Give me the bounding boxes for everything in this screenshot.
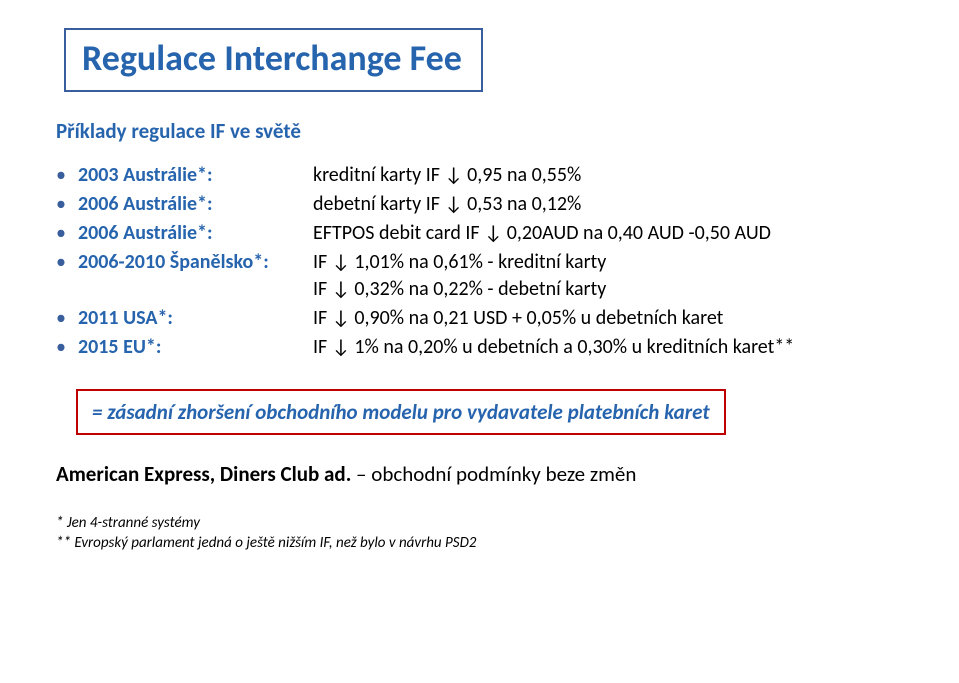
item-value: kreditní karty IF ↓ 0,95 na 0,55% bbox=[313, 162, 903, 189]
list-item: 2006 Austrálie*: EFTPOS debit card IF ↓ … bbox=[56, 220, 903, 247]
title-box: Regulace Interchange Fee bbox=[64, 28, 483, 92]
list-item: 2003 Austrálie*: kreditní karty IF ↓ 0,9… bbox=[56, 162, 903, 189]
item-label: 2006 Austrálie*: bbox=[78, 220, 313, 247]
item-value-line1: IF ↓ 1,01% na 0,61% - kreditní karty bbox=[313, 250, 606, 274]
list-item: 2006 Austrálie*: debetní karty IF ↓ 0,53… bbox=[56, 191, 903, 218]
item-value: IF ↓ 0,90% na 0,21 USD + 0,05% u debetní… bbox=[313, 305, 903, 332]
page-title: Regulace Interchange Fee bbox=[82, 36, 462, 80]
item-label: 2006-2010 Španělsko*: bbox=[78, 249, 313, 303]
subline: American Express, Diners Club ad. – obch… bbox=[56, 461, 903, 487]
slide-page: Regulace Interchange Fee Příklady regula… bbox=[0, 0, 959, 683]
item-label: 2006 Austrálie*: bbox=[78, 191, 313, 218]
item-label: 2011 USA*: bbox=[78, 305, 313, 332]
list-item: 2011 USA*: IF ↓ 0,90% na 0,21 USD + 0,05… bbox=[56, 305, 903, 332]
footnote-2: ** Evropský parlament jedná o ještě nižš… bbox=[56, 533, 903, 553]
callout-box: = zásadní zhoršení obchodního modelu pro… bbox=[76, 389, 726, 435]
item-value: EFTPOS debit card IF ↓ 0,20AUD na 0,40 A… bbox=[313, 220, 903, 247]
callout-text: = zásadní zhoršení obchodního modelu pro… bbox=[92, 399, 710, 425]
section-heading: Příklady regulace IF ve světě bbox=[56, 118, 903, 144]
item-value: IF ↓ 1% na 0,20% u debetních a 0,30% u k… bbox=[313, 334, 903, 361]
item-label: 2015 EU*: bbox=[78, 334, 313, 361]
list-item: 2015 EU*: IF ↓ 1% na 0,20% u debetních a… bbox=[56, 334, 903, 361]
footnotes: * Jen 4-stranné systémy ** Evropský parl… bbox=[56, 513, 903, 554]
item-value: IF ↓ 1,01% na 0,61% - kreditní karty IF … bbox=[313, 249, 903, 303]
item-value: debetní karty IF ↓ 0,53 na 0,12% bbox=[313, 191, 903, 218]
item-label: 2003 Austrálie*: bbox=[78, 162, 313, 189]
list-item: 2006-2010 Španělsko*: IF ↓ 1,01% na 0,61… bbox=[56, 249, 903, 303]
bullet-list: 2003 Austrálie*: kreditní karty IF ↓ 0,9… bbox=[56, 162, 903, 361]
subline-rest: – obchodní podmínky beze změn bbox=[351, 461, 636, 487]
item-value-line2: IF ↓ 0,32% na 0,22% - debetní karty bbox=[313, 276, 903, 303]
subline-bold: American Express, Diners Club ad. bbox=[56, 461, 351, 487]
footnote-1: * Jen 4-stranné systémy bbox=[56, 513, 903, 533]
